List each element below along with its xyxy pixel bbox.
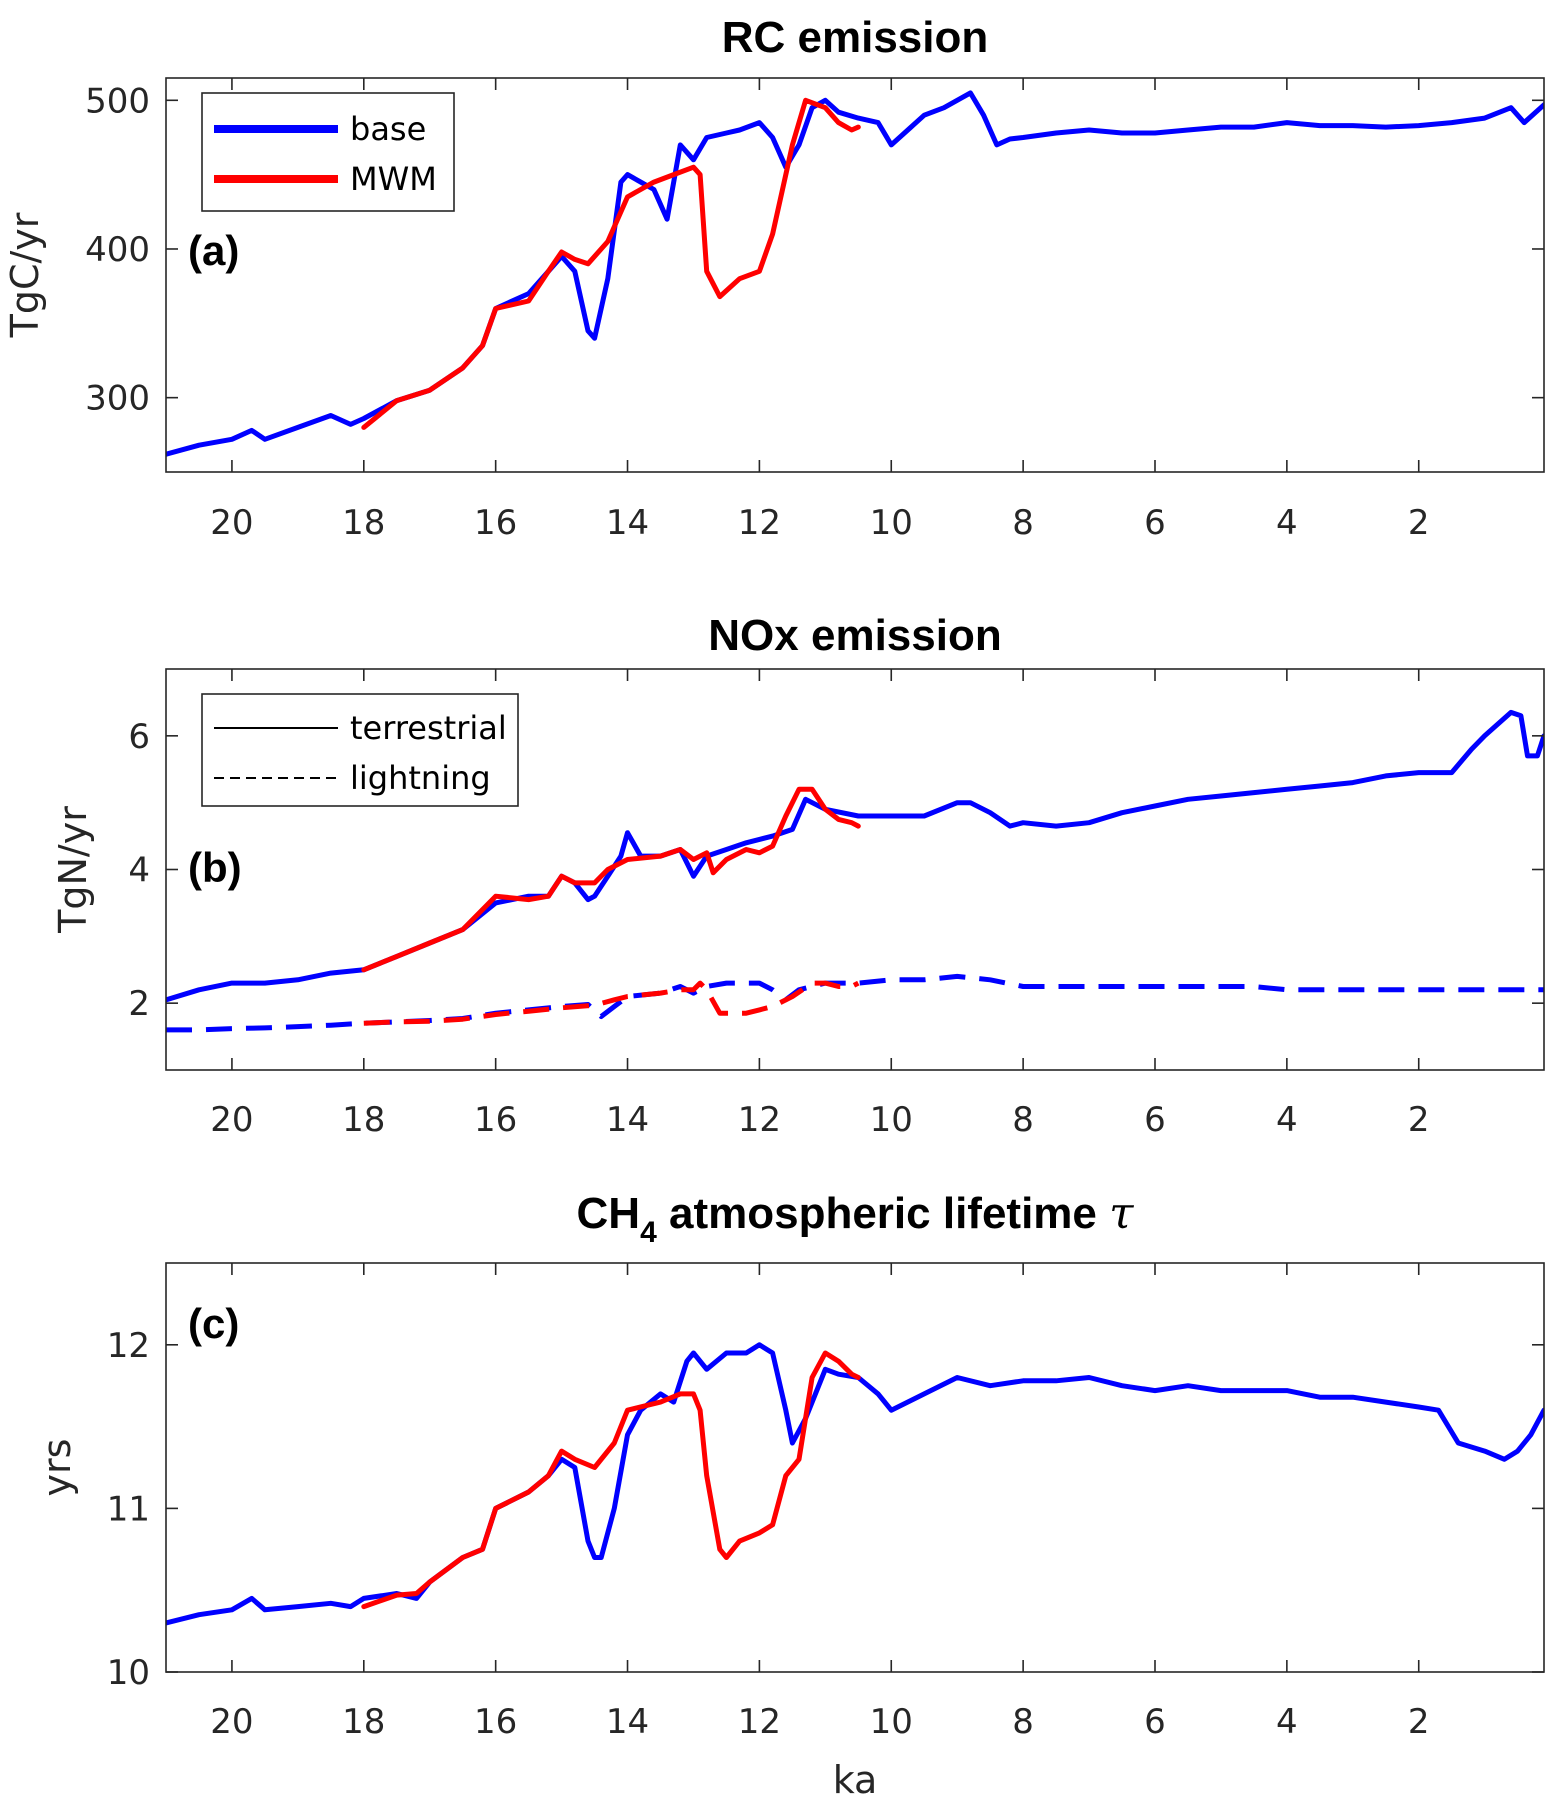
- x-tick-label: 4: [1276, 1100, 1298, 1140]
- x-tick-label: 12: [738, 1100, 781, 1140]
- x-tick-label: 2: [1408, 1100, 1430, 1140]
- legend-a: base MWM: [201, 92, 455, 212]
- x-tick-label: 10: [870, 1100, 913, 1140]
- x-tick-label: 4: [1276, 1702, 1298, 1742]
- legend-label: base: [350, 110, 426, 148]
- x-axis-label: ka: [833, 1758, 878, 1802]
- x-tick-label: 2: [1408, 503, 1430, 543]
- series-group-a: [166, 90, 1544, 457]
- x-tick-label: 8: [1012, 1100, 1034, 1140]
- x-tick-label: 16: [474, 1702, 517, 1742]
- panel-a: 20 18 16 14 12 10 8 6 4 2 300 400 500 RC emission TgC/…: [3, 13, 1545, 543]
- x-tick-label: 20: [210, 1702, 253, 1742]
- y-tick-label: 6: [128, 717, 150, 757]
- plot-area-c: [166, 1263, 1544, 1672]
- x-tick-label: 4: [1276, 503, 1298, 543]
- x-tick-label: 14: [606, 1100, 649, 1140]
- y-tick-label: 10: [107, 1653, 150, 1693]
- y-tick-label: 2: [128, 984, 150, 1024]
- legend-box: [201, 92, 455, 212]
- chart-title-b: NOx emission: [708, 611, 1001, 660]
- legend-b: terrestrial lightning: [201, 693, 519, 807]
- panel-b: 20 18 16 14 12 10 8 6 4 2 2 4 6 NOx emission TgN/yr (b)…: [51, 611, 1545, 1140]
- axes-box-c: [165, 1262, 1545, 1673]
- panel-label-c: (c): [188, 1300, 239, 1347]
- x-tick-label: 10: [870, 503, 913, 543]
- y-tick-label: 400: [85, 230, 150, 270]
- x-tick-label: 6: [1144, 1702, 1166, 1742]
- x-tick-label: 20: [210, 1100, 253, 1140]
- series-group-b: [166, 709, 1544, 1033]
- y-axis-label-c: yrs: [35, 1439, 79, 1497]
- axes-box-a: [165, 77, 1545, 473]
- panel-label-b: (b): [188, 844, 242, 891]
- x-tick-label: 10: [870, 1702, 913, 1742]
- series-line-mwm-terrestrial: [361, 786, 861, 973]
- y-tick-label: 12: [107, 1326, 150, 1366]
- series-group-c: [166, 1342, 1544, 1626]
- x-tick-label: 14: [606, 1702, 649, 1742]
- x-tick-label: 16: [474, 503, 517, 543]
- x-tick-label: 18: [342, 1100, 385, 1140]
- y-axis-label-b: TgN/yr: [51, 806, 95, 934]
- x-tick-label: 8: [1012, 1702, 1034, 1742]
- legend-label: lightning: [350, 759, 491, 797]
- series-line-mwm: [361, 1350, 861, 1610]
- y-axis-label-a: TgC/yr: [3, 212, 47, 338]
- series-line-mwm-lightning: [363, 980, 860, 1026]
- x-tick-label: 18: [342, 1702, 385, 1742]
- series-line-base-terrestrial: [166, 709, 1544, 1003]
- x-tick-label: 6: [1144, 503, 1166, 543]
- x-tick-label: 8: [1012, 503, 1034, 543]
- x-tick-label: 18: [342, 503, 385, 543]
- legend-label: terrestrial: [350, 709, 507, 747]
- legend-box: [201, 693, 519, 807]
- chart-title-a: RC emission: [722, 13, 989, 62]
- chart-title-c: CH4 atmospheric lifetime τ: [577, 1188, 1135, 1249]
- x-tick-label: 20: [210, 503, 253, 543]
- x-tick-label: 12: [738, 503, 781, 543]
- legend-label: MWM: [350, 160, 437, 198]
- series-line-mwm: [361, 97, 861, 430]
- y-tick-label: 4: [128, 851, 150, 891]
- y-tick-label: 500: [85, 81, 150, 121]
- y-tick-label: 11: [107, 1489, 150, 1529]
- panel-c: 20 18 16 14 12 10 8 6 4 2 10 11 12 CH4 atmospheric li…: [35, 1188, 1545, 1802]
- x-tick-label: 16: [474, 1100, 517, 1140]
- x-tick-label: 6: [1144, 1100, 1166, 1140]
- y-tick-label: 300: [85, 379, 150, 419]
- x-tick-label: 2: [1408, 1702, 1430, 1742]
- x-tick-label: 14: [606, 503, 649, 543]
- panel-label-a: (a): [188, 227, 239, 274]
- x-tick-label: 12: [738, 1702, 781, 1742]
